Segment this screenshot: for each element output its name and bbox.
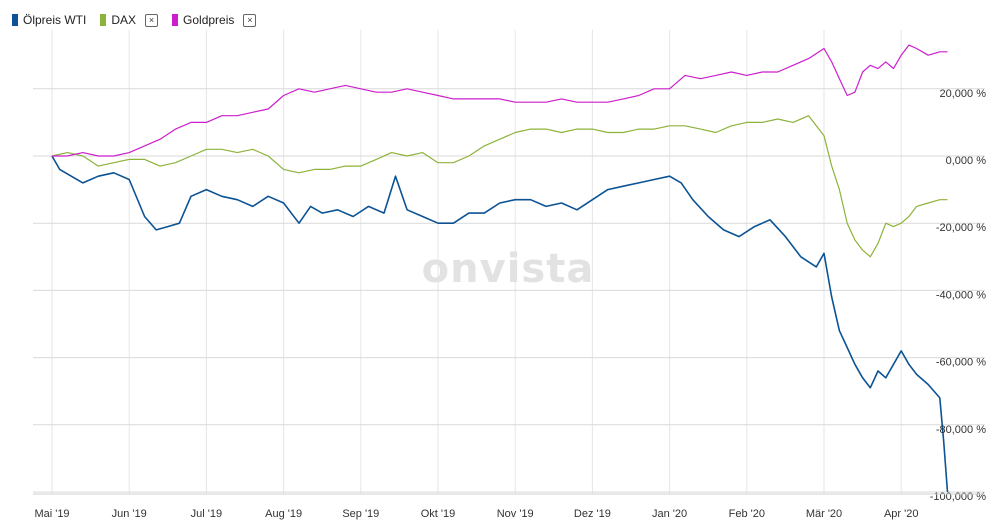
y-axis-labels: 20,000 % 0,000 % -20,000 % -40,000 % -60,000… (930, 88, 986, 503)
legend-swatch (172, 14, 179, 26)
legend-close-icon[interactable]: × (243, 13, 257, 27)
y-tick-label-5: -80,000 % (936, 424, 986, 436)
x-tick-label-7: Dez '19 (574, 508, 611, 520)
series-line-1 (51, 115, 948, 258)
legend-label: Goldpreis (183, 13, 235, 27)
x-tick-label-10: Mär '20 (806, 508, 842, 520)
legend-close-icon[interactable]: × (145, 13, 159, 27)
series-line-0 (51, 155, 949, 493)
y-tick-label-1: 0,000 % (946, 155, 987, 167)
x-tick-label-0: Mai '19 (34, 508, 69, 520)
x-tick-label-8: Jan '20 (652, 508, 687, 520)
x-tick-label-4: Sep '19 (342, 508, 379, 520)
y-tick-label-6: -100,000 % (930, 491, 986, 503)
x-tick-label-6: Nov '19 (497, 508, 534, 520)
legend-swatch (100, 14, 107, 26)
legend-item-0[interactable]: Ölpreis WTI (12, 13, 86, 27)
grid-vertical (51, 30, 902, 494)
y-tick-label-2: -20,000 % (936, 222, 986, 234)
watermark: onvista (422, 246, 595, 292)
series-layer (51, 44, 949, 493)
legend-label: DAX (111, 13, 137, 27)
y-tick-label-3: -40,000 % (936, 289, 986, 301)
y-tick-label-0: 20,000 % (940, 88, 987, 100)
legend-label: Ölpreis WTI (23, 13, 87, 27)
series-line-2 (52, 44, 948, 157)
x-tick-label-3: Aug '19 (265, 508, 302, 520)
legend-swatch (12, 14, 18, 26)
legend-item-2[interactable]: Goldpreis × (172, 13, 257, 27)
grid-horizontal (33, 88, 985, 493)
x-tick-label-2: Jul '19 (191, 508, 222, 520)
x-tick-label-1: Jun '19 (112, 508, 147, 520)
x-tick-label-9: Feb '20 (729, 508, 765, 520)
x-tick-label-11: Apr '20 (884, 508, 919, 520)
legend-item-1[interactable]: DAX × (100, 13, 159, 27)
x-tick-label-5: Okt '19 (421, 508, 456, 520)
y-tick-label-4: -60,000 % (936, 357, 986, 369)
legend: Ölpreis WTI DAX × Goldpreis × (12, 10, 257, 30)
x-axis-labels: Mai '19 Jun '19 Jul '19 Aug '19 Sep '19 Okt '… (34, 508, 918, 520)
